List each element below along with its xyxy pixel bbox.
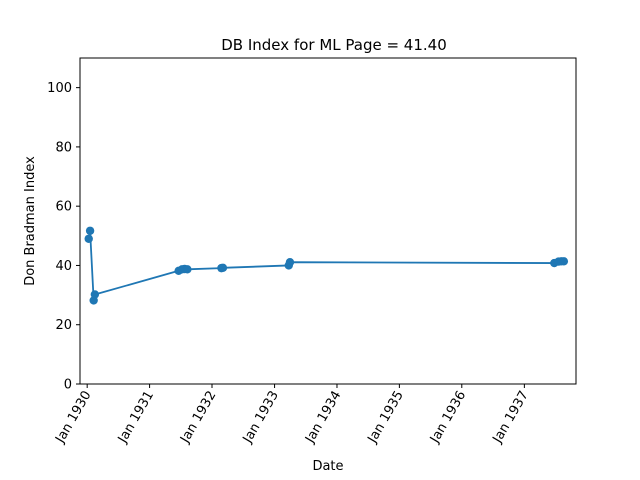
y-tick-label: 0 <box>64 378 72 393</box>
chart-title: DB Index for ML Page = 41.40 <box>221 36 447 54</box>
series-line <box>87 230 564 301</box>
x-tick-label: Jan 1933 <box>240 389 282 447</box>
x-tick-label: Jan 1931 <box>115 389 157 447</box>
x-tick-label: Jan 1934 <box>302 389 344 447</box>
data-point <box>90 290 100 299</box>
data-point <box>559 257 569 266</box>
y-tick-label: 20 <box>55 318 72 333</box>
plot-area <box>84 226 569 305</box>
x-tick-label: Jan 1937 <box>490 389 532 447</box>
y-tick-label: 80 <box>55 140 72 155</box>
data-point <box>183 265 192 274</box>
data-point <box>285 257 295 267</box>
plot-frame <box>79 57 577 385</box>
data-point <box>84 234 93 243</box>
y-axis-title: Don Bradman Index <box>23 156 38 286</box>
y-axis: 0 20 40 60 80 100 <box>47 81 80 393</box>
data-point <box>85 226 95 235</box>
y-tick-label: 100 <box>47 81 72 96</box>
x-tick-label: Jan 1936 <box>427 389 469 447</box>
x-tick-label: Jan 1935 <box>365 389 407 447</box>
x-axis-title: Date <box>312 459 343 474</box>
y-tick-label: 60 <box>55 200 72 215</box>
data-point <box>218 263 228 273</box>
x-axis: Jan 1930 Jan 1931 Jan 1932 Jan 1933 Jan 1934… <box>53 384 532 446</box>
x-tick-label: Jan 1930 <box>53 389 95 447</box>
y-tick-label: 40 <box>55 259 72 274</box>
x-tick-label: Jan 1932 <box>177 389 219 447</box>
